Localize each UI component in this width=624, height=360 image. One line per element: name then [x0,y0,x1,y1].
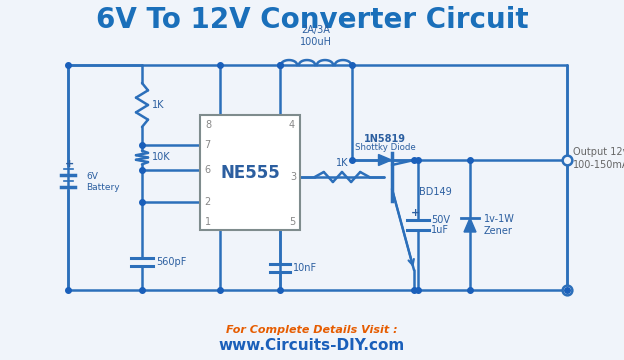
Text: www.Circuits-DIY.com: www.Circuits-DIY.com [219,338,405,352]
Text: 6V
Battery: 6V Battery [86,172,120,192]
Text: 1N5819: 1N5819 [364,134,406,144]
Text: 4: 4 [289,120,295,130]
Text: 10nF: 10nF [293,263,317,273]
Text: NE555: NE555 [220,163,280,181]
Text: 1v-1W
Zener: 1v-1W Zener [484,214,515,236]
Text: 560pF: 560pF [156,257,187,267]
Bar [200,115,300,230]
Text: 100-150mA: 100-150mA [573,160,624,170]
Text: 2: 2 [204,197,210,207]
Text: BD149: BD149 [419,187,452,197]
Text: +: + [66,159,75,169]
Text: For Complete Details Visit :: For Complete Details Visit : [226,325,398,335]
Text: 1uF: 1uF [431,225,449,235]
Text: 3: 3 [290,172,296,182]
Text: 6V To 12V Converter Circuit: 6V To 12V Converter Circuit [95,6,529,34]
Text: 5: 5 [289,217,295,227]
Polygon shape [464,218,476,232]
Text: 1K: 1K [336,158,348,168]
Text: 6: 6 [204,165,210,175]
Polygon shape [379,154,391,166]
Text: Shottky Diode: Shottky Diode [354,143,416,152]
Text: 10K: 10K [152,153,170,162]
Text: Output 12v: Output 12v [573,147,624,157]
Text: 1: 1 [205,217,211,227]
Text: 2A/3A
100uH: 2A/3A 100uH [300,24,332,47]
Text: 50V: 50V [431,215,450,225]
Text: 8: 8 [205,120,211,130]
Text: 1K: 1K [152,100,165,110]
Text: +: + [411,208,419,218]
Text: 7: 7 [204,140,210,150]
